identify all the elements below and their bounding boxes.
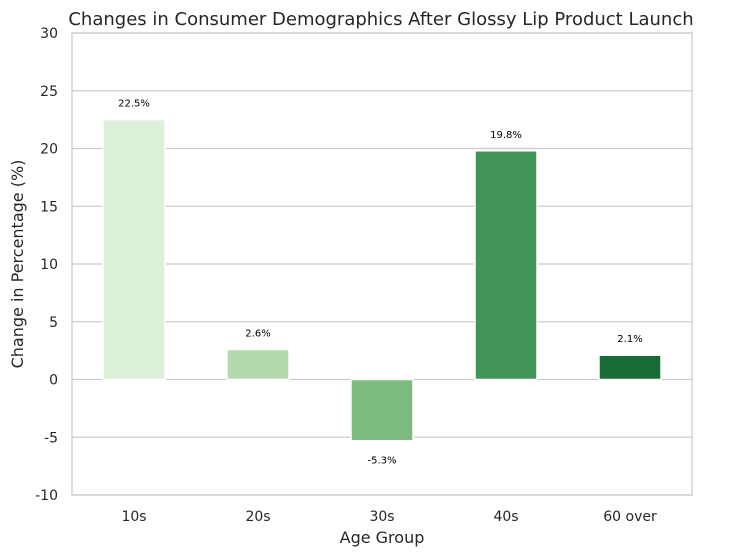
y-tick-label: 10 xyxy=(40,257,58,273)
bar-40s xyxy=(474,150,538,381)
y-tick-label: 30 xyxy=(40,26,58,42)
bar-30s xyxy=(350,378,414,442)
plot-frame xyxy=(71,32,693,496)
bar-10s xyxy=(102,118,166,381)
y-tick-label: 15 xyxy=(40,199,58,215)
x-axis-ticks: 10s 20s 30s 40s 60 over xyxy=(121,509,657,525)
x-tick-label: 40s xyxy=(493,509,518,525)
y-tick-label: -5 xyxy=(44,430,58,446)
x-tick-label: 20s xyxy=(245,509,270,525)
y-axis-title: Change in Percentage (%) xyxy=(8,160,27,369)
data-labels: 22.5% 2.6% -5.3% 19.8% 2.1% xyxy=(118,99,643,467)
y-tick-label: -10 xyxy=(35,488,58,504)
bar-60-over xyxy=(598,354,662,381)
x-tick-label: 10s xyxy=(121,509,146,525)
y-tick-label: 25 xyxy=(40,84,58,100)
x-axis-title: Age Group xyxy=(340,528,425,547)
bar-20s xyxy=(226,348,290,381)
y-tick-label: 0 xyxy=(49,373,58,389)
x-tick-label: 30s xyxy=(369,509,394,525)
y-axis-ticks: -10 -5 0 5 10 15 20 25 30 xyxy=(35,26,58,504)
data-label: 22.5% xyxy=(118,99,150,110)
data-label: 2.1% xyxy=(617,334,642,345)
data-label: -5.3% xyxy=(367,456,396,467)
data-label: 2.6% xyxy=(245,328,270,339)
y-tick-label: 20 xyxy=(40,142,58,158)
x-tick-label: 60 over xyxy=(603,509,657,525)
y-tick-label: 5 xyxy=(49,315,58,331)
bars xyxy=(102,118,662,442)
chart-title: Changes in Consumer Demographics After G… xyxy=(68,9,693,30)
data-label: 19.8% xyxy=(490,130,522,141)
